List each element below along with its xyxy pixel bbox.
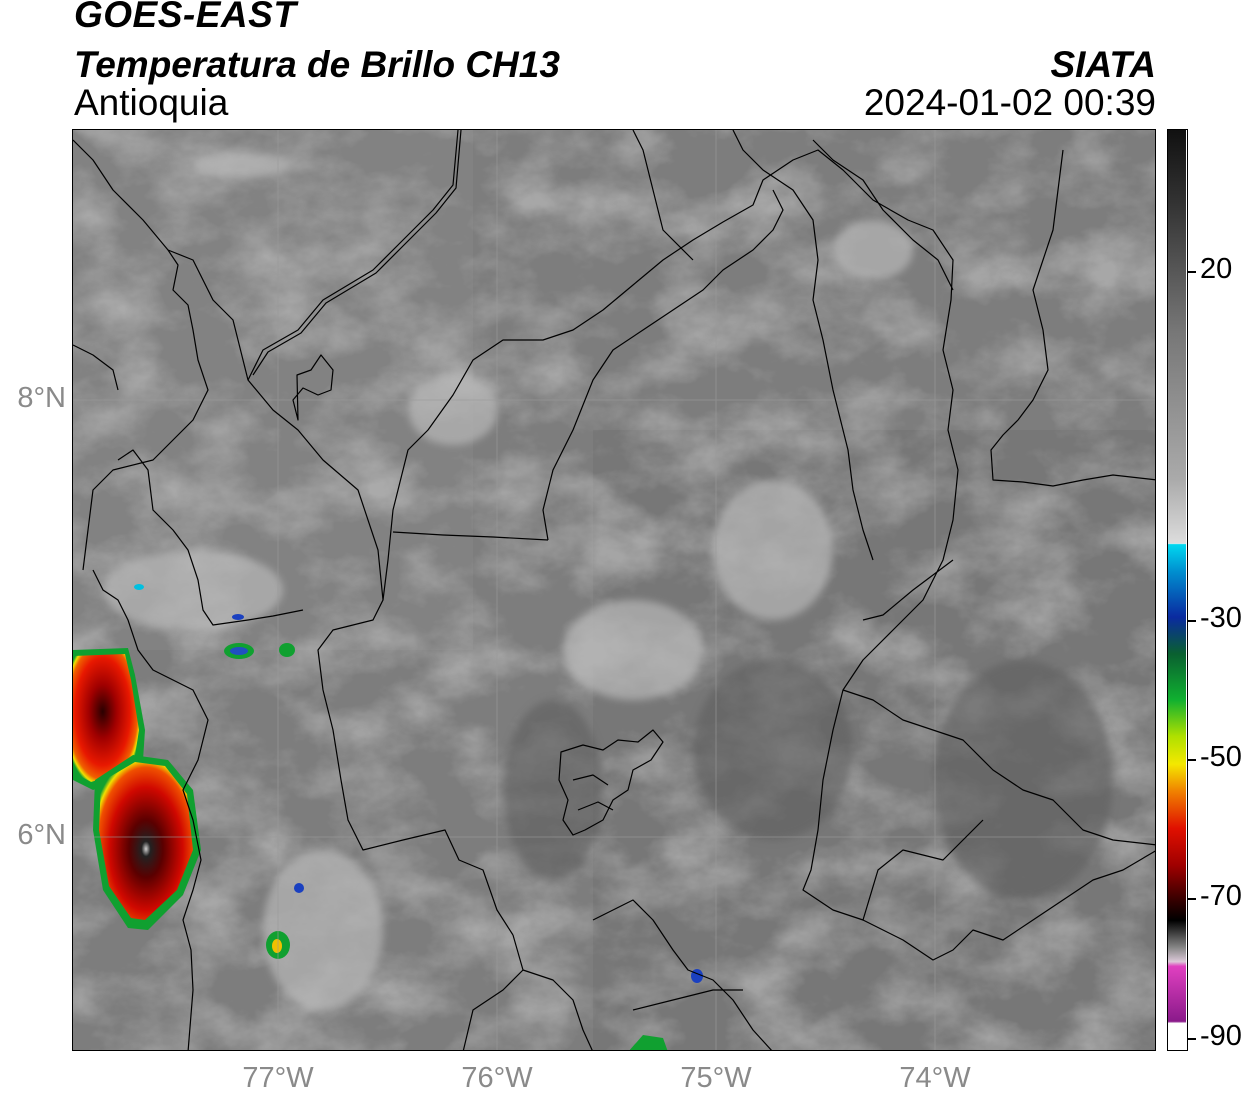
lon-label-76w: 76°W (461, 1062, 533, 1094)
colorbar-tick (1188, 898, 1196, 900)
lat-label-8n: 8°N (17, 382, 66, 414)
map-canvas (73, 130, 1155, 1050)
colorbar-label-m50: -50 (1200, 741, 1242, 773)
colorbar-label-m90: -90 (1200, 1020, 1242, 1052)
lon-label-75w: 75°W (680, 1062, 752, 1094)
region-title: Antioquia (74, 82, 229, 123)
satellite-title: GOES-EAST (74, 0, 297, 35)
agency-title: SIATA (1050, 44, 1156, 85)
boundaries (73, 130, 1155, 1050)
colorbar-label-20: 20 (1200, 253, 1233, 285)
colorbar-label-m30: -30 (1200, 602, 1242, 634)
colorbar-tick (1188, 620, 1196, 622)
lat-label-6n: 6°N (17, 819, 66, 851)
colorbar-tick (1188, 1038, 1196, 1040)
colorbar-tick (1188, 271, 1196, 273)
colorbar (1167, 129, 1188, 1051)
colorbar-label-m70: -70 (1200, 880, 1242, 912)
graticule (73, 130, 1155, 1050)
product-title: Temperatura de Brillo CH13 (74, 44, 560, 85)
satellite-map[interactable] (72, 129, 1156, 1051)
lon-label-77w: 77°W (242, 1062, 314, 1094)
lon-label-74w: 74°W (899, 1062, 971, 1094)
storm-cells (73, 584, 703, 1050)
colorbar-tick (1188, 759, 1196, 761)
datetime-label: 2024-01-02 00:39 (863, 82, 1156, 123)
colorbar-gradient (1168, 130, 1186, 1049)
